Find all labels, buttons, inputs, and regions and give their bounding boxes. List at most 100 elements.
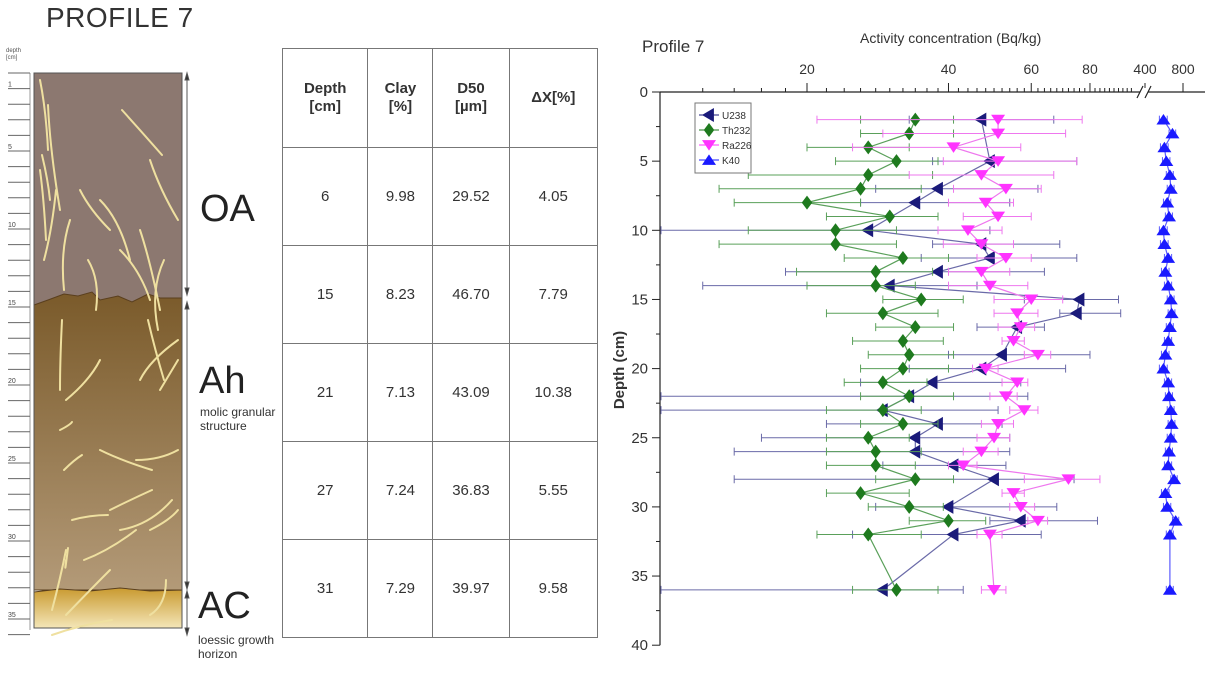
scale-label: 20: [8, 378, 16, 385]
data-point: [931, 181, 943, 196]
x-tick-label: 800: [1171, 61, 1195, 77]
table-cell: 43.09: [432, 343, 510, 442]
data-point: [903, 389, 915, 404]
data-point: [960, 225, 975, 236]
data-point: [974, 170, 989, 181]
table-cell: 10.38: [508, 343, 599, 442]
data-point: [897, 250, 909, 265]
table-row: 27 7.24 36.83 5.55: [281, 441, 599, 540]
axis-break-gap: [1140, 88, 1148, 96]
data-point: [903, 499, 915, 514]
data-point: [855, 181, 866, 196]
data-point: [1010, 377, 1025, 389]
data-point: [1163, 432, 1178, 443]
data-point: [1161, 280, 1176, 291]
horizon-oa-layer: [34, 73, 182, 307]
ah-desc-line1: molic granular: [200, 405, 276, 419]
data-point: [1061, 474, 1076, 485]
data-point: [1160, 501, 1175, 512]
series-line: [866, 119, 1081, 591]
data-point: [897, 333, 909, 348]
data-point: [978, 197, 993, 209]
table-cell: 4.05: [508, 147, 599, 246]
ac-desc-line1: loessic growth: [198, 633, 275, 647]
data-point: [1006, 488, 1021, 499]
data-point: [956, 460, 971, 472]
data-point: [915, 292, 927, 307]
grain-size-table: Depth [cm] Clay [%] D50 [µm] ΔX[%] 6 9.98 29.…: [281, 48, 599, 638]
data-point: [995, 347, 1007, 362]
data-point: [1156, 224, 1171, 236]
series-k40: [1156, 114, 1183, 595]
data-point: [863, 430, 874, 445]
table-row: 15 8.23 46.70 7.79: [281, 245, 599, 344]
series-line: [951, 119, 1069, 590]
axis-break-mark: [1136, 85, 1144, 99]
data-point: [863, 167, 874, 182]
data-point: [1163, 183, 1178, 194]
y-tick-label: 25: [631, 430, 648, 447]
data-point: [978, 363, 993, 375]
chart-title: Profile 7: [642, 37, 704, 56]
data-point: [943, 513, 954, 528]
data-point: [830, 237, 841, 252]
scale-label: 5: [8, 144, 12, 151]
data-point: [991, 419, 1006, 430]
data-point: [870, 264, 881, 279]
table-cell: 7.13: [367, 343, 434, 442]
y-tick-label: 35: [631, 568, 648, 585]
data-point: [1161, 376, 1176, 388]
data-point: [1167, 473, 1182, 485]
data-point: [998, 253, 1013, 264]
data-point: [931, 264, 943, 279]
x-tick-label: 60: [1023, 61, 1039, 77]
horizon-ac-label: AC: [198, 585, 251, 627]
profile-border: [33, 72, 183, 629]
y-tick-label: 30: [631, 499, 648, 516]
table-cell: 7.79: [508, 245, 599, 344]
data-point: [855, 486, 866, 501]
data-point: [1013, 502, 1028, 513]
table-cell: 31: [281, 539, 369, 638]
data-point: [1162, 321, 1177, 333]
y-tick-label: 0: [640, 84, 648, 101]
data-point: [801, 195, 813, 210]
table-cell: 8.23: [367, 245, 434, 344]
table-cell: 46.70: [432, 245, 510, 344]
depth-label-line1: depth: [6, 48, 22, 54]
data-point: [830, 223, 841, 238]
data-point: [908, 195, 921, 210]
data-point: [1164, 418, 1179, 429]
table-cell: 21: [281, 343, 369, 442]
data-point: [974, 446, 989, 458]
data-point: [897, 416, 909, 431]
table-row: 6 9.98 29.52 4.05: [281, 147, 599, 246]
ac-desc-line2: horizon: [198, 647, 238, 661]
table-header-row: Depth [cm] Clay [%] D50 [µm] ΔX[%]: [281, 48, 599, 148]
chart-legend: U238 Th232 Ra226 K40: [694, 102, 752, 174]
data-point: [1161, 459, 1176, 471]
x-tick-label: 20: [799, 61, 815, 77]
table-cell: 7.24: [367, 441, 434, 540]
data-point: [941, 499, 954, 514]
data-point: [870, 278, 881, 293]
data-point: [991, 156, 1006, 167]
table-cell: 27: [281, 441, 369, 540]
chart-plot-area: [660, 112, 1183, 597]
data-point: [1030, 349, 1045, 361]
data-point: [1072, 292, 1085, 307]
data-point: [1161, 252, 1176, 263]
data-point: [991, 211, 1006, 223]
data-point: [1158, 349, 1173, 360]
data-point: [1157, 141, 1172, 153]
data-point: [877, 306, 889, 321]
series-line: [806, 119, 951, 591]
x-tick-label: 400: [1133, 61, 1157, 77]
data-point: [998, 183, 1013, 195]
data-point: [903, 347, 915, 362]
scale-label: 35: [8, 612, 16, 619]
horizon-ah-layer: [33, 291, 183, 591]
ah-desc-line2: structure: [200, 419, 247, 433]
